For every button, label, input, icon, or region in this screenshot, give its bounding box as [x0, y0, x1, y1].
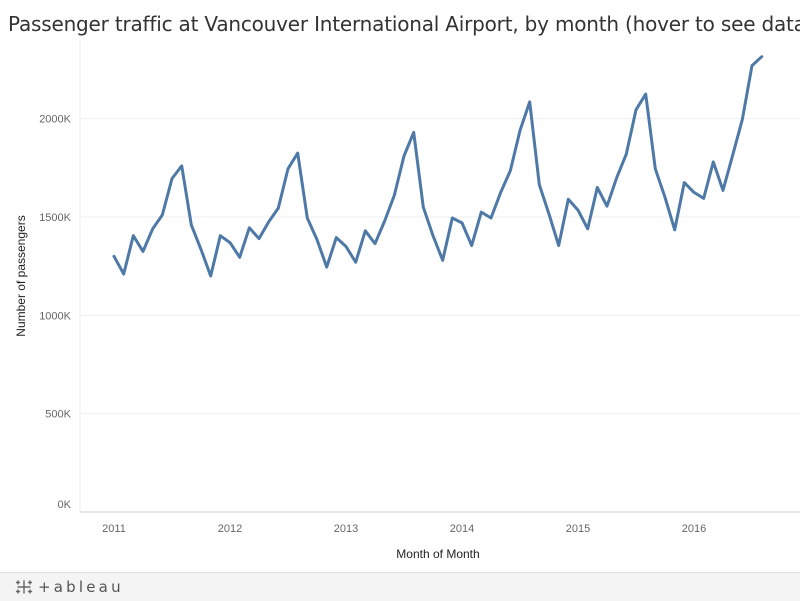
data-point[interactable] — [361, 227, 369, 235]
x-axis-title: Month of Month — [396, 547, 479, 561]
y-tick-label: 1000K — [39, 310, 71, 322]
y-tick-label: 0K — [58, 499, 72, 511]
data-point[interactable] — [719, 186, 727, 194]
data-point[interactable] — [323, 263, 331, 271]
y-axis-ticks: 0K 500K 1000K 1500K 2000K — [39, 114, 71, 511]
gridlines — [80, 118, 800, 415]
data-point[interactable] — [236, 253, 244, 261]
data-point[interactable] — [255, 235, 263, 243]
data-point[interactable] — [671, 226, 679, 234]
data-point[interactable] — [516, 127, 524, 135]
x-axis-ticks: 2011 2012 2013 2014 2015 2016 — [102, 523, 706, 535]
data-point[interactable] — [187, 221, 195, 229]
tableau-logo-icon — [15, 580, 33, 594]
x-tick-label: 2011 — [102, 523, 126, 535]
data-point[interactable] — [738, 116, 746, 124]
data-point[interactable] — [226, 239, 234, 247]
data-point[interactable] — [729, 151, 737, 159]
footer-bar: +ableau — [0, 572, 800, 601]
data-point[interactable] — [535, 181, 543, 189]
series-line-passengers[interactable] — [112, 55, 764, 278]
data-point[interactable] — [700, 194, 708, 202]
data-point[interactable] — [110, 252, 118, 260]
data-point[interactable] — [709, 158, 717, 166]
data-point[interactable] — [303, 214, 311, 222]
data-point[interactable] — [419, 203, 427, 211]
data-point[interactable] — [477, 208, 485, 216]
data-point[interactable] — [574, 206, 582, 214]
data-point[interactable] — [642, 90, 650, 98]
data-point[interactable] — [168, 175, 176, 183]
data-point[interactable] — [429, 232, 437, 240]
x-tick-label: 2013 — [334, 523, 358, 535]
tableau-logo[interactable]: +ableau — [14, 578, 124, 596]
data-point[interactable] — [651, 165, 659, 173]
data-point[interactable] — [584, 225, 592, 233]
x-tick-label: 2012 — [218, 523, 242, 535]
data-point[interactable] — [381, 217, 389, 225]
y-tick-label: 2000K — [39, 114, 71, 126]
data-point[interactable] — [506, 167, 514, 175]
data-point[interactable] — [497, 188, 505, 196]
y-axis-title: Number of passengers — [14, 215, 28, 336]
data-point[interactable] — [390, 191, 398, 199]
data-point[interactable] — [149, 225, 157, 233]
data-point[interactable] — [748, 62, 756, 70]
x-tick-label: 2016 — [682, 523, 706, 535]
data-point[interactable] — [690, 188, 698, 196]
data-point[interactable] — [139, 247, 147, 255]
data-point[interactable] — [207, 272, 215, 280]
data-point[interactable] — [197, 245, 205, 253]
data-point[interactable] — [120, 270, 128, 278]
chart-title: Passenger traffic at Vancouver Internati… — [8, 12, 800, 36]
data-point[interactable] — [680, 179, 688, 187]
data-point[interactable] — [545, 210, 553, 218]
data-point[interactable] — [313, 236, 321, 244]
data-point[interactable] — [603, 202, 611, 210]
data-point[interactable] — [410, 128, 418, 136]
data-point[interactable] — [216, 232, 224, 240]
data-point[interactable] — [371, 240, 379, 248]
data-point[interactable] — [526, 98, 534, 106]
tableau-wordmark: +ableau — [38, 578, 124, 596]
data-point[interactable] — [265, 218, 273, 226]
data-point[interactable] — [178, 162, 186, 170]
data-point[interactable] — [245, 224, 253, 232]
data-point[interactable] — [555, 242, 563, 250]
data-point[interactable] — [284, 165, 292, 173]
data-point[interactable] — [593, 184, 601, 192]
data-point[interactable] — [342, 243, 350, 251]
data-point[interactable] — [439, 256, 447, 264]
x-tick-label: 2014 — [450, 523, 474, 535]
y-tick-label: 1500K — [39, 212, 71, 224]
data-point[interactable] — [332, 234, 340, 242]
data-point[interactable] — [129, 232, 137, 240]
data-point[interactable] — [661, 193, 669, 201]
data-point[interactable] — [622, 150, 630, 158]
data-point[interactable] — [448, 214, 456, 222]
data-point[interactable] — [632, 106, 640, 114]
x-tick-label: 2015 — [566, 523, 590, 535]
data-point[interactable] — [613, 174, 621, 182]
data-point[interactable] — [758, 53, 766, 61]
data-point[interactable] — [274, 204, 282, 212]
axes — [79, 40, 800, 513]
data-point[interactable] — [564, 195, 572, 203]
data-point[interactable] — [400, 152, 408, 160]
data-point[interactable] — [487, 214, 495, 222]
data-point[interactable] — [294, 149, 302, 157]
data-point[interactable] — [458, 219, 466, 227]
data-point[interactable] — [158, 211, 166, 219]
data-point[interactable] — [468, 242, 476, 250]
data-point[interactable] — [352, 258, 360, 266]
y-tick-label: 500K — [45, 409, 71, 421]
